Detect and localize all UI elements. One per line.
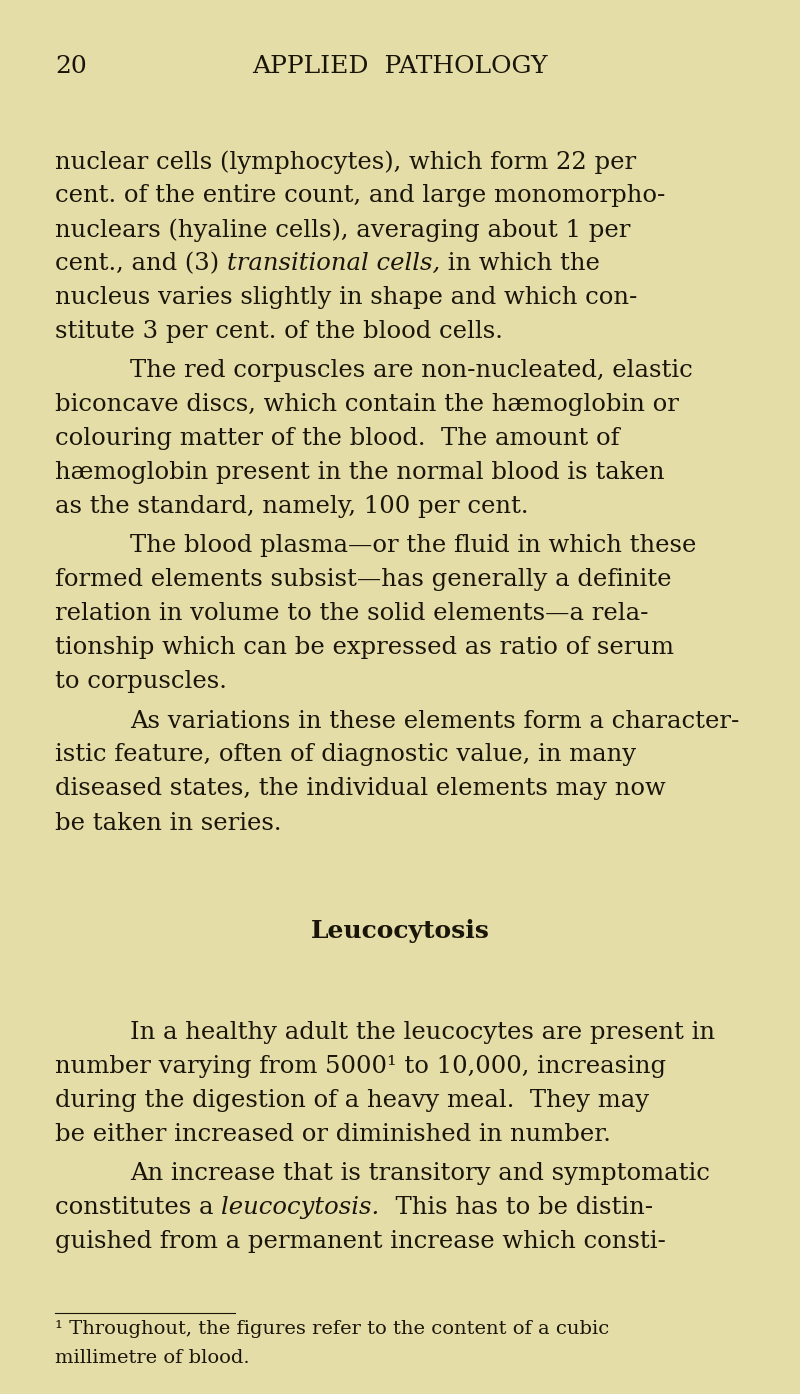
Text: tionship which can be expressed as ratio of serum: tionship which can be expressed as ratio… [55, 637, 674, 659]
Text: nucleus varies slightly in shape and which con-: nucleus varies slightly in shape and whi… [55, 286, 638, 309]
Text: relation in volume to the solid elements—a rela-: relation in volume to the solid elements… [55, 602, 649, 626]
Text: colouring matter of the blood.  The amount of: colouring matter of the blood. The amoun… [55, 428, 619, 450]
Text: stitute 3 per cent. of the blood cells.: stitute 3 per cent. of the blood cells. [55, 321, 503, 343]
Text: as the standard, namely, 100 per cent.: as the standard, namely, 100 per cent. [55, 495, 529, 519]
Text: In a healthy adult the leucocytes are present in: In a healthy adult the leucocytes are pr… [130, 1020, 715, 1044]
Text: As variations in these elements form a character-: As variations in these elements form a c… [130, 710, 739, 732]
Text: 20: 20 [55, 54, 86, 78]
Text: during the digestion of a heavy meal.  They may: during the digestion of a heavy meal. Th… [55, 1089, 649, 1111]
Text: guished from a permanent increase which consti-: guished from a permanent increase which … [55, 1230, 666, 1253]
Text: istic feature, often of diagnostic value, in many: istic feature, often of diagnostic value… [55, 743, 636, 767]
Text: biconcave discs, which contain the hæmoglobin or: biconcave discs, which contain the hæmog… [55, 393, 679, 417]
Text: millimetre of blood.: millimetre of blood. [55, 1349, 250, 1366]
Text: in which the: in which the [440, 252, 600, 275]
Text: transitional cells,: transitional cells, [227, 252, 440, 275]
Text: number varying from 5000¹ to 10,000, increasing: number varying from 5000¹ to 10,000, inc… [55, 1055, 666, 1078]
Text: ¹ Throughout, the figures refer to the content of a cubic: ¹ Throughout, the figures refer to the c… [55, 1320, 610, 1338]
Text: be taken in series.: be taken in series. [55, 811, 282, 835]
Text: leucocytosis.: leucocytosis. [222, 1196, 379, 1218]
Text: The blood plasma—or the fluid in which these: The blood plasma—or the fluid in which t… [130, 534, 696, 558]
Text: This has to be distin-: This has to be distin- [379, 1196, 653, 1218]
Text: formed elements subsist—has generally a definite: formed elements subsist—has generally a … [55, 569, 671, 591]
Text: cent. of the entire count, and large monomorpho-: cent. of the entire count, and large mon… [55, 184, 666, 208]
Text: Leucocytosis: Leucocytosis [310, 919, 490, 942]
Text: nuclears (hyaline cells), averaging about 1 per: nuclears (hyaline cells), averaging abou… [55, 219, 630, 241]
Text: constitutes a: constitutes a [55, 1196, 222, 1218]
Text: be either increased or diminished in number.: be either increased or diminished in num… [55, 1122, 611, 1146]
Text: APPLIED  PATHOLOGY: APPLIED PATHOLOGY [252, 54, 548, 78]
Text: hæmoglobin present in the normal blood is taken: hæmoglobin present in the normal blood i… [55, 461, 665, 484]
Text: to corpuscles.: to corpuscles. [55, 671, 227, 693]
Text: cent., and (3): cent., and (3) [55, 252, 227, 275]
Text: diseased states, the individual elements may now: diseased states, the individual elements… [55, 778, 666, 800]
Text: nuclear cells (lymphocytes), which form 22 per: nuclear cells (lymphocytes), which form … [55, 151, 636, 174]
Text: The red corpuscles are non-nucleated, elastic: The red corpuscles are non-nucleated, el… [130, 360, 693, 382]
Text: An increase that is transitory and symptomatic: An increase that is transitory and sympt… [130, 1161, 710, 1185]
